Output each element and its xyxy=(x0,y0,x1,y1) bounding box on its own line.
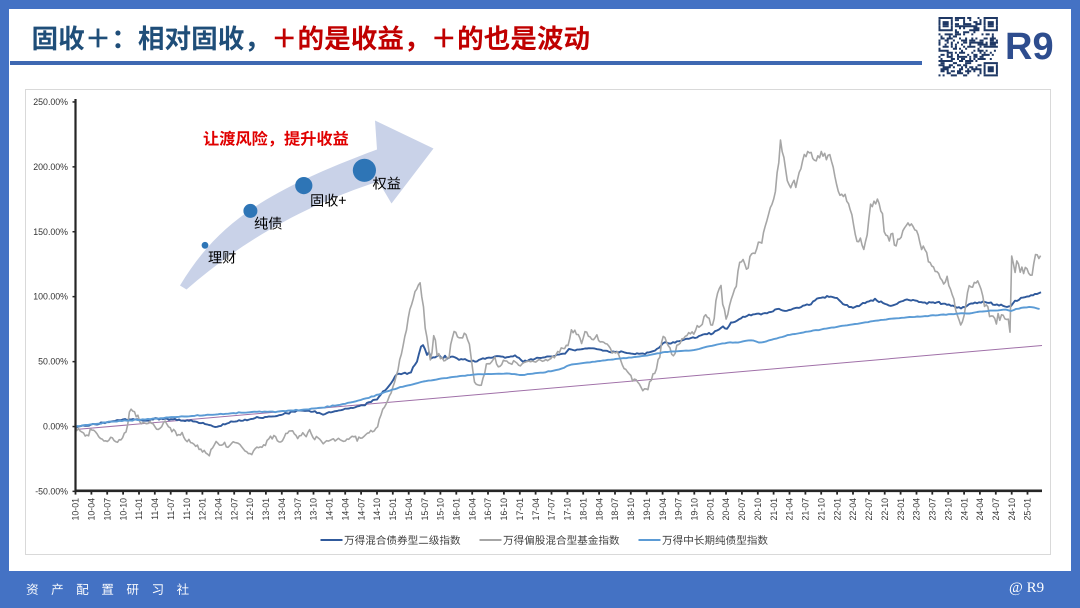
svg-text:19-04: 19-04 xyxy=(658,498,668,521)
svg-text:50.00%: 50.00% xyxy=(38,357,68,367)
svg-text:18-01: 18-01 xyxy=(578,498,588,521)
svg-text:11-10: 11-10 xyxy=(182,498,192,520)
svg-text:13-04: 13-04 xyxy=(277,498,287,521)
svg-text:21-07: 21-07 xyxy=(801,498,811,521)
svg-text:11-01: 11-01 xyxy=(134,498,144,520)
svg-text:24-04: 24-04 xyxy=(975,498,985,521)
svg-text:17-04: 17-04 xyxy=(531,498,541,521)
svg-text:23-01: 23-01 xyxy=(896,498,906,521)
svg-text:19-10: 19-10 xyxy=(690,498,700,521)
svg-text:11-04: 11-04 xyxy=(150,498,160,520)
svg-text:12-07: 12-07 xyxy=(229,498,239,521)
svg-text:13-10: 13-10 xyxy=(309,498,319,521)
svg-text:24-07: 24-07 xyxy=(991,498,1001,521)
svg-text:14-01: 14-01 xyxy=(325,498,335,521)
svg-text:24-01: 24-01 xyxy=(959,498,969,521)
svg-text:15-01: 15-01 xyxy=(388,498,398,521)
svg-text:20-10: 20-10 xyxy=(753,498,763,521)
svg-text:24-10: 24-10 xyxy=(1007,498,1017,521)
svg-text:0.00%: 0.00% xyxy=(43,422,68,432)
svg-text:20-04: 20-04 xyxy=(721,498,731,521)
svg-text:25-01: 25-01 xyxy=(1023,498,1033,521)
svg-text:17-07: 17-07 xyxy=(547,498,557,521)
svg-text:21-04: 21-04 xyxy=(785,498,795,521)
svg-text:22-04: 22-04 xyxy=(848,498,858,521)
svg-text:21-10: 21-10 xyxy=(816,498,826,521)
svg-text:14-07: 14-07 xyxy=(356,498,366,521)
svg-text:20-07: 20-07 xyxy=(737,498,747,521)
svg-text:12-04: 12-04 xyxy=(214,498,224,521)
svg-text:17-01: 17-01 xyxy=(515,498,525,521)
svg-text:23-07: 23-07 xyxy=(928,498,938,521)
svg-text:18-10: 18-10 xyxy=(626,498,636,521)
svg-text:15-07: 15-07 xyxy=(420,498,430,521)
svg-text:18-04: 18-04 xyxy=(594,498,604,521)
svg-text:18-07: 18-07 xyxy=(610,498,620,521)
svg-text:23-04: 23-04 xyxy=(912,498,922,521)
svg-text:20-01: 20-01 xyxy=(705,498,715,521)
svg-text:19-07: 19-07 xyxy=(674,498,684,521)
svg-text:13-01: 13-01 xyxy=(261,498,271,521)
svg-text:12-01: 12-01 xyxy=(198,498,208,521)
svg-text:16-01: 16-01 xyxy=(452,498,462,521)
svg-text:150.00%: 150.00% xyxy=(33,227,68,237)
svg-text:250.00%: 250.00% xyxy=(33,97,68,107)
svg-text:11-07: 11-07 xyxy=(166,498,176,520)
svg-text:19-01: 19-01 xyxy=(642,498,652,521)
svg-text:15-10: 15-10 xyxy=(436,498,446,521)
svg-text:16-04: 16-04 xyxy=(467,498,477,521)
svg-text:15-04: 15-04 xyxy=(404,498,414,521)
svg-text:12-10: 12-10 xyxy=(245,498,255,521)
svg-text:23-10: 23-10 xyxy=(943,498,953,521)
svg-text:10-10: 10-10 xyxy=(118,498,128,521)
svg-text:200.00%: 200.00% xyxy=(33,162,68,172)
svg-text:@ R9: @ R9 xyxy=(1009,580,1044,596)
svg-text:10-04: 10-04 xyxy=(87,498,97,521)
svg-text:16-10: 16-10 xyxy=(499,498,509,521)
svg-text:16-07: 16-07 xyxy=(483,498,493,521)
svg-text:100.00%: 100.00% xyxy=(33,292,68,302)
svg-text:-50.00%: -50.00% xyxy=(35,486,68,496)
svg-text:10-07: 10-07 xyxy=(102,498,112,521)
svg-text:22-07: 22-07 xyxy=(864,498,874,521)
svg-text:14-10: 14-10 xyxy=(372,498,382,521)
svg-text:22-01: 22-01 xyxy=(832,498,842,521)
svg-text:14-04: 14-04 xyxy=(340,498,350,521)
svg-text:22-10: 22-10 xyxy=(880,498,890,521)
svg-text:21-01: 21-01 xyxy=(769,498,779,521)
svg-text:R9: R9 xyxy=(1005,26,1054,68)
svg-text:17-10: 17-10 xyxy=(563,498,573,521)
svg-text:10-01: 10-01 xyxy=(71,498,81,521)
svg-text:13-07: 13-07 xyxy=(293,498,303,521)
